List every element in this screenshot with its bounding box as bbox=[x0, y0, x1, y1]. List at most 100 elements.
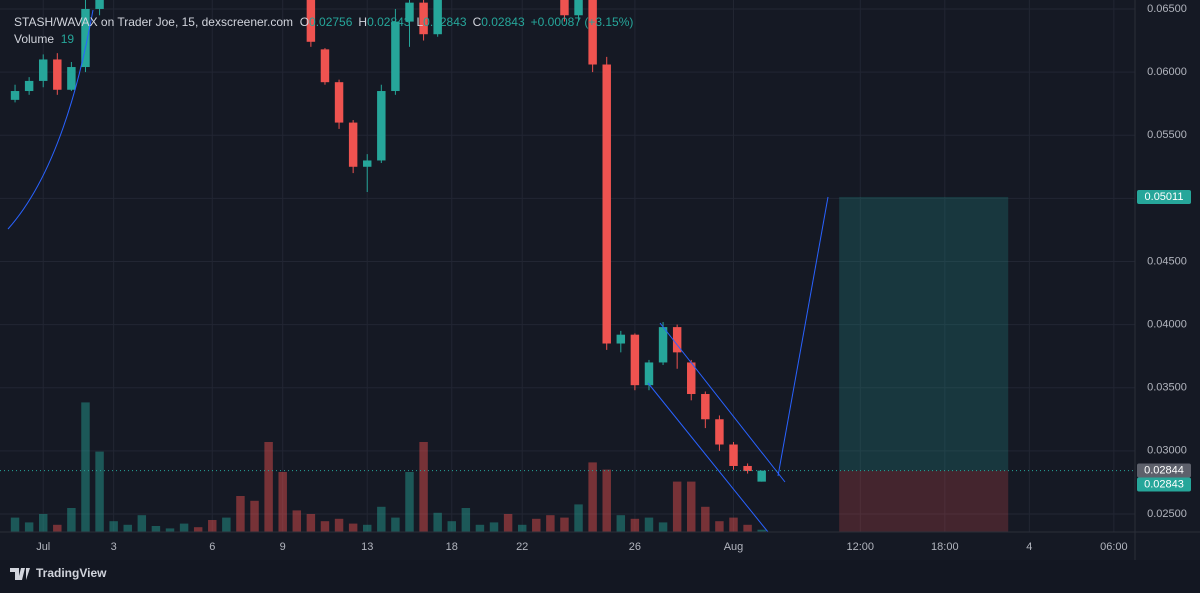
volume-bar bbox=[743, 524, 752, 532]
y-tick-label: 0.06000 bbox=[1147, 66, 1187, 78]
ohlc-value: 0.02843 bbox=[481, 15, 525, 29]
volume-bar bbox=[320, 521, 330, 532]
ohlc-value: 0.02756 bbox=[309, 15, 353, 29]
candle-body bbox=[588, 0, 597, 65]
volume-bar bbox=[658, 522, 668, 532]
price-label: 0.05011 bbox=[1145, 191, 1184, 203]
volume-bar bbox=[67, 508, 76, 532]
candle-body bbox=[743, 465, 752, 472]
symbol: STASH/WAVAX on Trader Joe, 15, dexscreen… bbox=[14, 15, 294, 29]
volume-bar bbox=[503, 514, 513, 532]
brand: TradingView bbox=[36, 566, 107, 580]
candle-body bbox=[24, 80, 34, 92]
price-label-bg bbox=[1137, 463, 1191, 478]
ohlc-key: L bbox=[416, 15, 424, 29]
x-tick-label: 9 bbox=[280, 541, 286, 553]
volume-bar bbox=[687, 481, 696, 532]
volume-bar bbox=[109, 521, 118, 532]
candle-body bbox=[419, 2, 428, 35]
volume-bar bbox=[264, 442, 273, 532]
volume-bar bbox=[123, 524, 132, 532]
candle-body bbox=[701, 394, 710, 420]
x-tick-label: 4 bbox=[1026, 541, 1032, 553]
candle-body bbox=[560, 0, 569, 16]
x-tick-label: 18 bbox=[446, 541, 458, 553]
price-label: 0.02844 bbox=[1144, 464, 1184, 476]
candle-body bbox=[53, 59, 62, 90]
x-tick-label: 18:00 bbox=[931, 541, 959, 553]
y-tick-label: 0.06500 bbox=[1147, 3, 1187, 15]
volume-bar bbox=[250, 500, 259, 532]
curve-drawing bbox=[7, 9, 94, 230]
x-tick-label: Jul bbox=[36, 541, 50, 553]
price-label: 0.02843 bbox=[1144, 478, 1184, 490]
candle-body bbox=[574, 0, 583, 16]
ohlc-key: C bbox=[472, 15, 482, 29]
volume-bar bbox=[377, 506, 386, 532]
y-tick-label: 0.03500 bbox=[1147, 382, 1187, 394]
ohlc-value: 0.02843 bbox=[423, 15, 467, 29]
volume-value: 19 bbox=[60, 32, 75, 46]
x-tick-label: 13 bbox=[361, 541, 373, 553]
price-label-bg bbox=[1137, 477, 1191, 492]
volume-bar bbox=[151, 526, 161, 532]
volume-bar bbox=[81, 402, 90, 532]
volume-pane bbox=[10, 402, 766, 532]
ohlc-value: 0.02843 bbox=[367, 15, 411, 29]
profit-zone bbox=[839, 196, 1009, 471]
volume-bar bbox=[137, 515, 147, 532]
volume-bar bbox=[53, 524, 62, 532]
x-tick-label: 22 bbox=[516, 541, 528, 553]
symbol-row: STASH/WAVAX on Trader Joe, 15, dexscreen… bbox=[14, 14, 639, 31]
candle-body bbox=[672, 327, 682, 353]
volume-bar bbox=[363, 524, 372, 532]
candle-body bbox=[81, 8, 90, 68]
x-tick-label: 6 bbox=[209, 541, 215, 553]
volume-bar bbox=[630, 518, 640, 532]
candle-body bbox=[377, 91, 386, 161]
legend: STASH/WAVAX on Trader Joe, 15, dexscreen… bbox=[14, 14, 639, 48]
footer-bar bbox=[0, 560, 1200, 588]
volume-bar bbox=[447, 521, 456, 532]
volume-bar bbox=[602, 469, 611, 532]
ohlc: O0.02756 H0.02843 L0.02843 C0.02843 bbox=[300, 15, 531, 29]
volume-bar bbox=[292, 510, 302, 532]
volume-bar bbox=[391, 517, 400, 532]
volume-bar bbox=[715, 521, 724, 532]
volume-bar bbox=[405, 472, 414, 532]
drawings bbox=[7, 9, 829, 532]
channel-line bbox=[659, 322, 786, 483]
x-tick-label: 12:00 bbox=[847, 541, 875, 553]
candle-body bbox=[433, 0, 442, 35]
y-tick-label: 0.05500 bbox=[1147, 129, 1187, 141]
candle-body bbox=[630, 334, 640, 386]
position-tool bbox=[839, 196, 1009, 532]
volume-bar bbox=[616, 515, 626, 532]
candle-body bbox=[334, 82, 344, 123]
y-tick-label: 0.03000 bbox=[1147, 445, 1187, 457]
candle-body bbox=[10, 91, 20, 100]
candle-body bbox=[320, 49, 330, 83]
candle-body bbox=[616, 334, 626, 344]
candle-body bbox=[67, 67, 76, 90]
volume-bar bbox=[433, 512, 442, 532]
y-tick-label: 0.04000 bbox=[1147, 318, 1187, 330]
volume-bar bbox=[729, 517, 738, 532]
volume-bar bbox=[461, 508, 471, 532]
candle-body bbox=[687, 362, 696, 395]
candle-body bbox=[602, 64, 611, 344]
volume-bar bbox=[419, 442, 428, 532]
candle-body bbox=[729, 444, 738, 466]
volume-bar bbox=[588, 462, 597, 532]
grid bbox=[0, 0, 1135, 532]
change: +0.00087 (+3.15%) bbox=[530, 15, 634, 29]
volume-bar bbox=[672, 481, 682, 532]
volume-bar bbox=[95, 451, 104, 532]
volume-bar bbox=[10, 517, 20, 532]
x-tick-label: 3 bbox=[111, 541, 117, 553]
x-tick-label: 26 bbox=[629, 541, 641, 553]
volume-bar bbox=[179, 523, 189, 532]
ohlc-key: O bbox=[299, 15, 310, 29]
